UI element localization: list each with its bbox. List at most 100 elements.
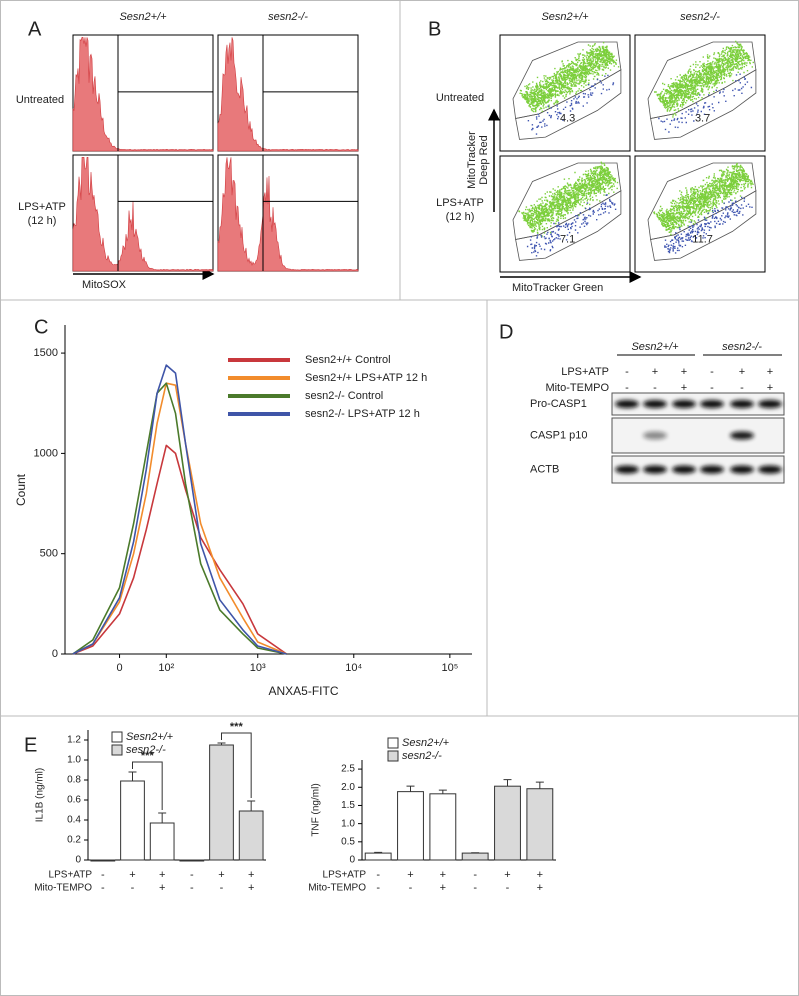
treatment-sign: - [506, 882, 510, 894]
treatment-label: Mito-TEMPO [308, 883, 366, 894]
treatment-sign: - [190, 869, 194, 881]
y-tick-label: 0 [52, 648, 58, 660]
legend-label: sesn2-/- LPS+ATP 12 h [305, 408, 420, 420]
treatment-sign: - [190, 882, 194, 894]
treatment-sign: - [710, 366, 714, 378]
x-tick-label: 0 [116, 662, 122, 674]
axis-label: Deep Red [478, 135, 490, 185]
dot-cloud [518, 161, 619, 237]
y-tick-label: 1.2 [67, 735, 81, 746]
treatment-sign: - [376, 869, 380, 881]
plot-frame [634, 34, 766, 152]
blot-band [730, 465, 754, 474]
row-label: (12 h) [28, 215, 57, 227]
bar [429, 793, 457, 861]
treatment-sign: + [652, 366, 658, 378]
x-tick-label: 10³ [250, 662, 266, 674]
blot-band [643, 431, 667, 440]
treatment-sign: - [409, 882, 413, 894]
line [72, 382, 287, 655]
error-bar [128, 771, 137, 781]
legend-swatch [387, 737, 399, 749]
histogram [72, 157, 214, 272]
treatment-label: Mito-TEMPO [34, 883, 92, 894]
treatment-sign: + [440, 869, 446, 881]
panel-letter: A [28, 18, 42, 40]
bar [149, 822, 175, 861]
treatment-sign: + [218, 869, 224, 881]
histogram [72, 37, 214, 152]
blot-band [672, 400, 696, 408]
treatment-sign: + [767, 366, 773, 378]
gate-value: 11.7 [692, 233, 713, 245]
gate-value: 4.3 [560, 112, 575, 124]
x-tick-label: 10² [158, 662, 174, 674]
bar [494, 785, 521, 861]
bar [209, 744, 234, 861]
significance-bracket [132, 761, 163, 810]
blot-band [758, 400, 782, 408]
legend-label: Sesn2+/+ Control [305, 354, 391, 366]
y-tick-label: 0.6 [67, 795, 81, 806]
y-tick-label: 2.0 [341, 782, 355, 793]
row-label: Untreated [436, 92, 484, 104]
histogram [217, 157, 359, 272]
treatment-sign: + [739, 366, 745, 378]
bar [397, 791, 424, 861]
x-tick-label: 10⁴ [345, 662, 362, 674]
treatment-label: LPS+ATP [323, 870, 367, 881]
blot-band [643, 400, 667, 408]
dot-cloud [664, 196, 753, 254]
gate [650, 190, 757, 261]
legend-swatch [111, 744, 123, 756]
row-label: Untreated [16, 94, 64, 106]
treatment-sign: + [248, 882, 254, 894]
row-label: LPS+ATP [436, 197, 484, 209]
blot-frame [611, 455, 785, 484]
gate [515, 69, 622, 140]
blot-band [700, 400, 724, 408]
legend-swatch [387, 750, 399, 762]
treatment-sign: + [129, 869, 135, 881]
y-tick-label: 0.4 [67, 815, 81, 826]
blot-band [615, 465, 639, 474]
gate-value: 7.1 [560, 233, 575, 245]
band-label: CASP1 p10 [530, 429, 587, 441]
line [72, 364, 287, 655]
dot-cloud [653, 162, 754, 236]
blot-band [758, 465, 782, 474]
dot-cloud [527, 74, 615, 135]
significance-label: *** [141, 750, 155, 762]
treatment-label: LPS+ATP [561, 366, 609, 378]
axis-label: MitoSOX [82, 279, 127, 291]
treatment-sign: - [653, 382, 657, 394]
column-title: sesn2-/- [680, 11, 720, 23]
y-tick-label: 0 [75, 855, 81, 866]
bar [526, 788, 554, 861]
blot-band [730, 400, 754, 408]
axis-label: MitoTracker [466, 131, 478, 189]
panel-letter: B [428, 18, 441, 40]
treatment-sign: - [625, 366, 629, 378]
treatment-sign: + [537, 869, 543, 881]
treatment-sign: + [504, 869, 510, 881]
treatment-label: Mito-TEMPO [545, 382, 609, 394]
significance-label: *** [230, 721, 244, 733]
error-bar [374, 851, 383, 854]
legend-label: sesn2-/- [402, 750, 442, 762]
dot-cloud [654, 40, 754, 118]
bar [120, 780, 145, 861]
panel-letter: D [499, 321, 513, 343]
legend-label: Sesn2+/+ [402, 737, 450, 749]
treatment-sign: - [101, 882, 105, 894]
y-tick-label: 1000 [34, 447, 58, 459]
error-bar [406, 785, 415, 792]
treatment-sign: + [537, 882, 543, 894]
error-bar [217, 742, 226, 745]
row-label: LPS+ATP [18, 201, 66, 213]
line [72, 382, 287, 655]
treatment-sign: - [473, 882, 477, 894]
significance-bracket [221, 732, 252, 798]
dot-cloud [658, 73, 753, 133]
